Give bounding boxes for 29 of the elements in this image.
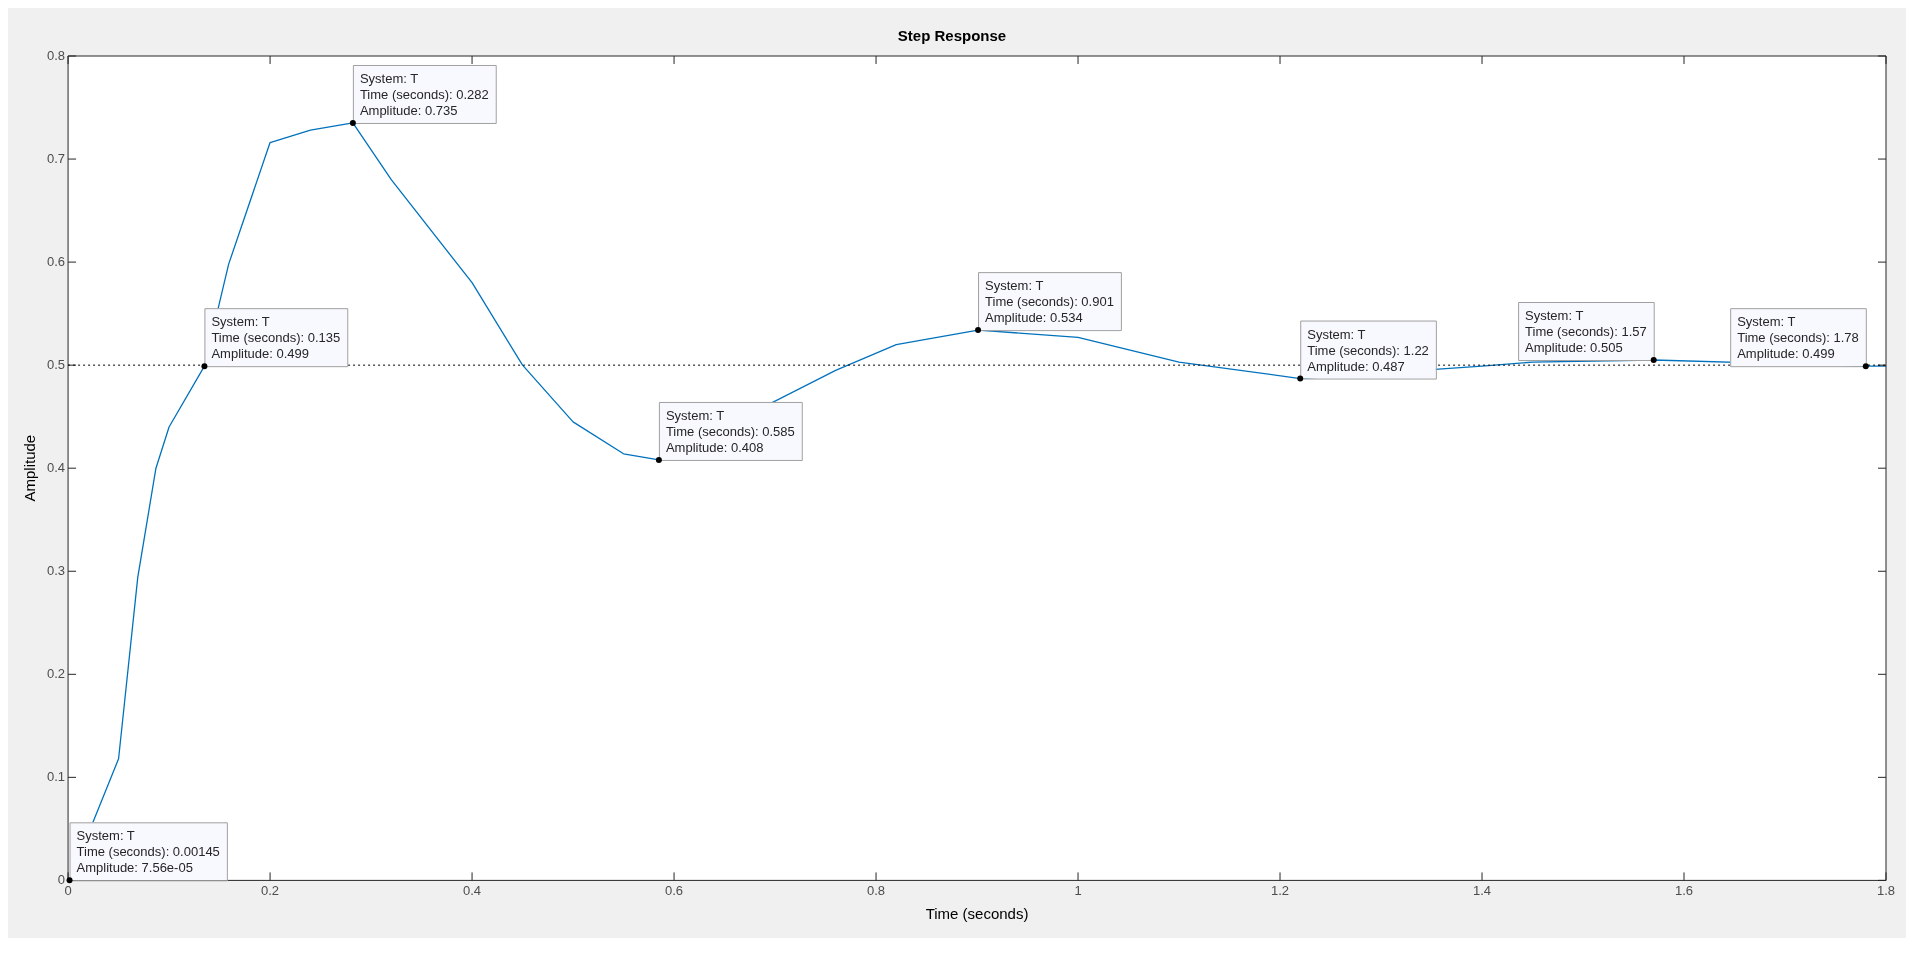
x-tick-label: 0.4 (463, 882, 482, 898)
y-tick-label: 0.1 (46, 768, 66, 784)
x-tick-label: 1.6 (1674, 882, 1694, 898)
y-axis-title: Amplitude (21, 434, 39, 502)
y-tick-label: 0.8 (46, 47, 66, 63)
x-tick-label: 1.2 (1270, 882, 1290, 898)
y-tick-label: 0.7 (46, 150, 66, 166)
annotation: System: T Time (seconds): 0.585 Amplitude: 0.408 (665, 407, 795, 455)
x-axis-title: Time (seconds) (925, 905, 1029, 923)
annotation: System: T Time (seconds): 1.57 Amplitude: 0.505 (1525, 308, 1647, 355)
y-tick-label: 0.4 (46, 459, 66, 475)
x-tick-label: 1.8 (1876, 882, 1896, 898)
annotation: System: T Time (seconds): 0.135 Amplitude: 0.499 (211, 314, 341, 362)
chart-title: Step Response (897, 27, 1007, 45)
x-tick-label: 1 (1074, 882, 1082, 898)
annotation: System: T Time (seconds): 1.78 Amplitude: 0.499 (1737, 314, 1859, 362)
annotation: System: T Time (seconds): 0.00145 Amplitude: 7.56e-05 (76, 828, 220, 876)
annotation: System: T Time (seconds): 0.282 Amplitude: 0.735 (359, 70, 489, 118)
annotation: System: T Time (seconds): 0.901 Amplitude: 0.534 (985, 278, 1114, 326)
x-tick-label: 0.2 (261, 882, 280, 898)
annotation: System: T Time (seconds): 1.22 Amplitude: 0.487 (1307, 326, 1429, 374)
y-tick-label: 0.2 (46, 665, 66, 681)
y-tick-label: 0 (57, 871, 66, 887)
x-tick-label: 0.6 (665, 882, 684, 898)
y-tick-label: 0.5 (46, 356, 66, 372)
x-tick-label: 1.4 (1472, 882, 1492, 898)
y-tick-label: 0.6 (46, 253, 66, 269)
x-tick-label: 0.8 (867, 882, 886, 898)
y-tick-label: 0.3 (46, 562, 66, 578)
